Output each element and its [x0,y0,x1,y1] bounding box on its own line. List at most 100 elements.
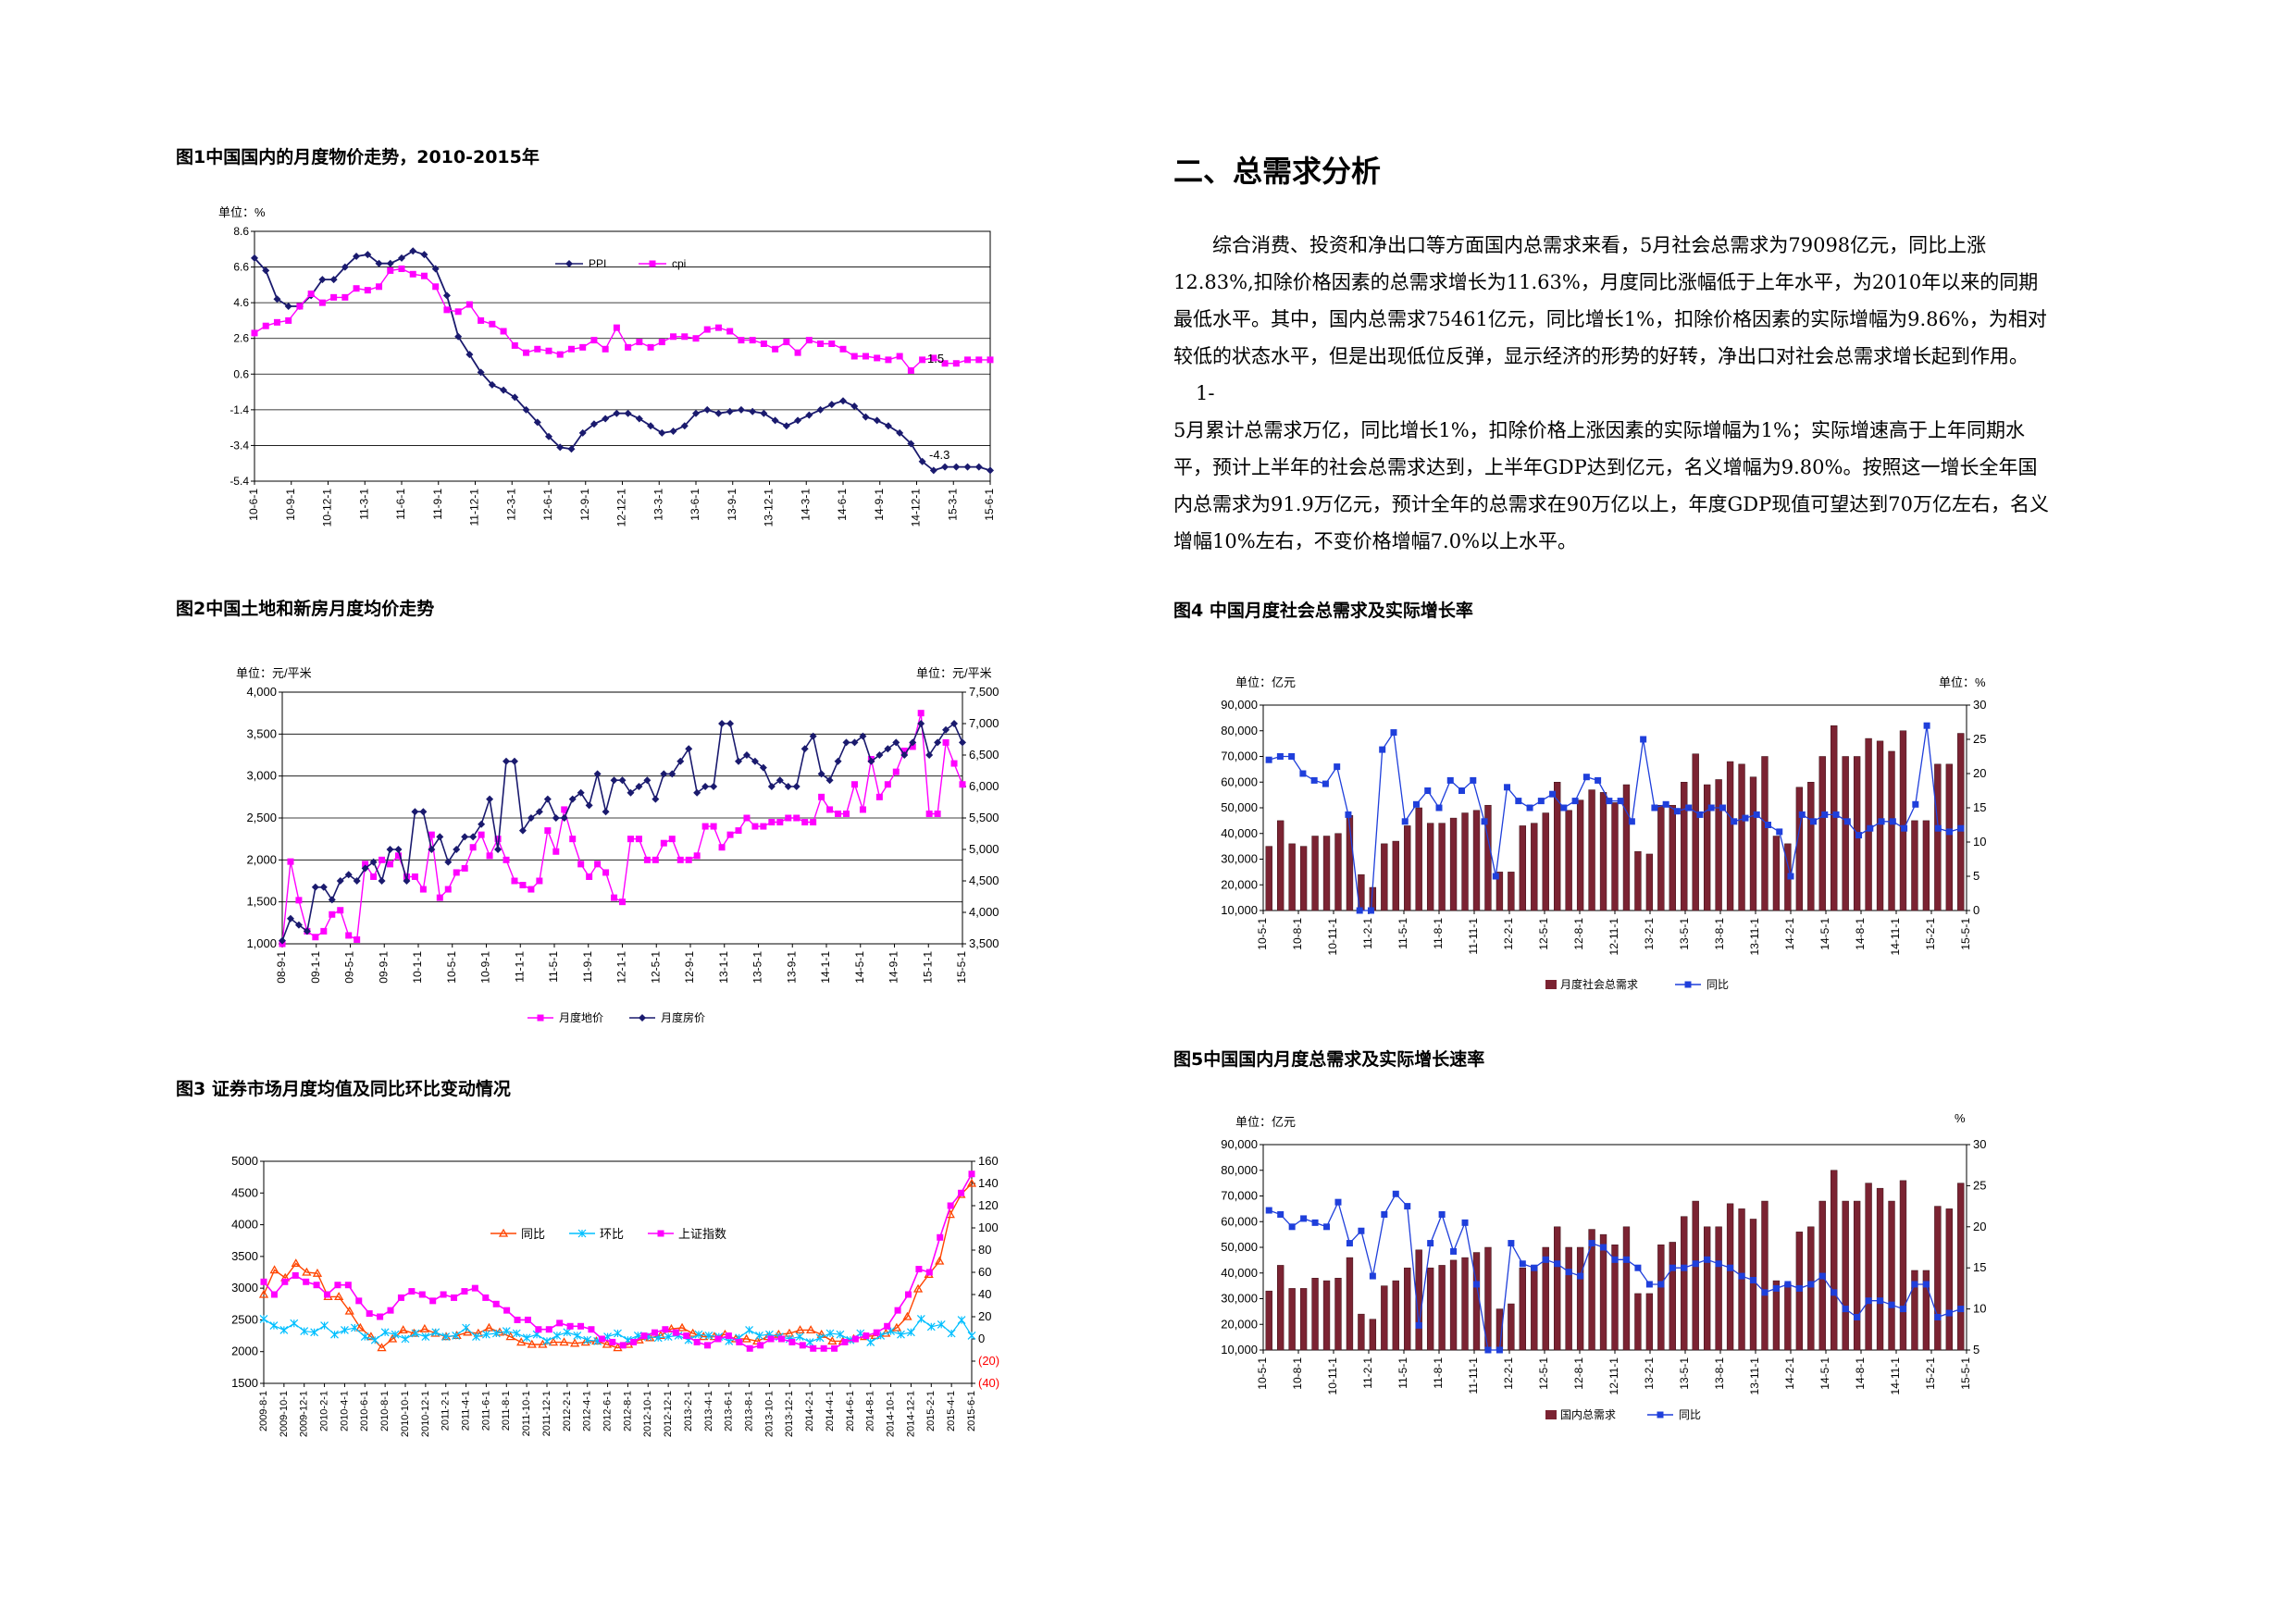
point-1-2 [1288,753,1296,760]
x-tick-label: 10-11-1 [1326,918,1339,956]
point-0-3 [291,1258,301,1268]
point-1-62 [792,783,800,790]
point-0-9 [354,935,361,943]
point-1-23 [1531,1264,1538,1271]
point-1-38 [1696,811,1704,818]
legend-label-1: 环比 [600,1227,624,1241]
point-0-17 [419,886,427,893]
point-1-65 [916,1314,925,1323]
bar-24 [1542,812,1549,911]
x-tick-label: 14-5-1 [1818,918,1831,950]
bar-51 [1853,1200,1861,1351]
point-2-16 [429,1297,437,1305]
point-1-23 [491,1329,501,1338]
y2-tick-label: 25 [1973,1178,1986,1192]
point-0-32 [613,409,621,417]
point-1-9 [353,285,360,292]
point-2-24 [514,1316,521,1323]
point-1-71 [867,757,875,765]
point-0-24 [522,405,530,414]
legend-domestic-swatch [1545,1410,1557,1419]
point-0-56 [743,814,751,822]
point-0-28 [559,1337,569,1346]
y2-tick-label: 5 [1973,869,1980,883]
bar-10 [1381,843,1388,911]
bar-58 [1934,1206,1942,1351]
point-0-64 [974,463,983,471]
bar-57 [1922,1270,1930,1351]
y-tick-label: 50,000 [1221,800,1258,814]
point-0-29 [519,882,527,889]
bar-31 [1622,784,1631,911]
point-1-6 [1334,1198,1342,1206]
point-1-15 [420,272,428,279]
point-2-67 [968,1171,975,1178]
point-2-21 [482,1294,490,1301]
x-tick-label: 13-9-1 [785,951,798,984]
point-0-29 [578,428,587,437]
point-1-47 [668,770,676,778]
point-1-16 [411,808,419,816]
point-0-72 [875,793,883,800]
y2-tick-label: 4,500 [969,873,999,887]
point-1-22 [1515,798,1522,805]
point-0-27 [556,443,565,452]
point-1-58 [759,763,767,772]
y-tick-label: 3,500 [246,726,277,740]
point-1-43 [738,337,745,344]
point-0-73 [884,781,891,788]
y-tick-label: 3,000 [246,769,277,783]
point-0-80 [942,738,949,746]
point-0-28 [511,877,518,885]
x-tick-label: 13-12-1 [763,489,776,527]
point-2-5 [313,1282,320,1289]
point-1-75 [900,751,909,759]
bar-56 [1911,1270,1918,1351]
point-1-58 [1934,1313,1942,1320]
point-1-16 [432,283,440,291]
x-tick-label: 2009-10-1 [279,1391,290,1437]
x-tick-label: 10-11-1 [1326,1357,1339,1395]
point-1-33 [625,343,632,351]
point-0-4 [312,934,319,941]
fig2-caption: 图2中国土地和新房月度均价走势 [176,599,435,619]
point-1-26 [545,347,552,354]
point-0-15 [420,251,428,259]
point-1-20 [444,858,453,866]
point-0-16 [431,265,440,273]
bar-43 [1761,756,1769,911]
fig5-domestic-demand-chart: 单位：亿元 % 90,000 80,000 70,000 60,000 50,000 40,0… [1221,1111,1986,1421]
point-0-6 [329,911,336,918]
point-1-14 [394,846,403,853]
point-1-1 [1277,1210,1285,1218]
point-1-27 [556,351,564,358]
point-0-9 [355,1322,366,1332]
point-1-40 [1719,804,1726,812]
bar-1 [1277,1265,1285,1351]
y2-tick-label: 10 [1973,1302,1986,1316]
point-2-58 [873,1329,880,1336]
point-1-82 [959,738,966,747]
x-tick-label: 2015-6-1 [966,1391,977,1431]
legend-label-0: 同比 [521,1227,545,1241]
point-0-43 [737,405,745,414]
point-0-15 [419,1323,429,1332]
point-0-43 [635,836,642,843]
point-0-13 [398,1325,408,1334]
y-tick-label: -3.4 [230,439,249,452]
point-1-2 [1288,1223,1296,1231]
x-tick-label: 2009-12-1 [299,1391,310,1437]
point-0-55 [735,827,742,835]
point-1-28 [1582,774,1590,781]
point-1-56 [1911,1281,1918,1288]
point-0-26 [494,836,502,843]
point-1-43 [635,783,643,790]
fig1-unit: 单位：% [218,205,266,219]
point-1-5 [310,1328,319,1337]
point-1-55 [874,354,881,362]
point-1-35 [1662,800,1669,808]
x-tick-label: 2010-8-1 [379,1391,391,1431]
point-1-7 [1346,1240,1353,1247]
point-1-67 [834,757,842,765]
point-0-48 [676,856,684,863]
